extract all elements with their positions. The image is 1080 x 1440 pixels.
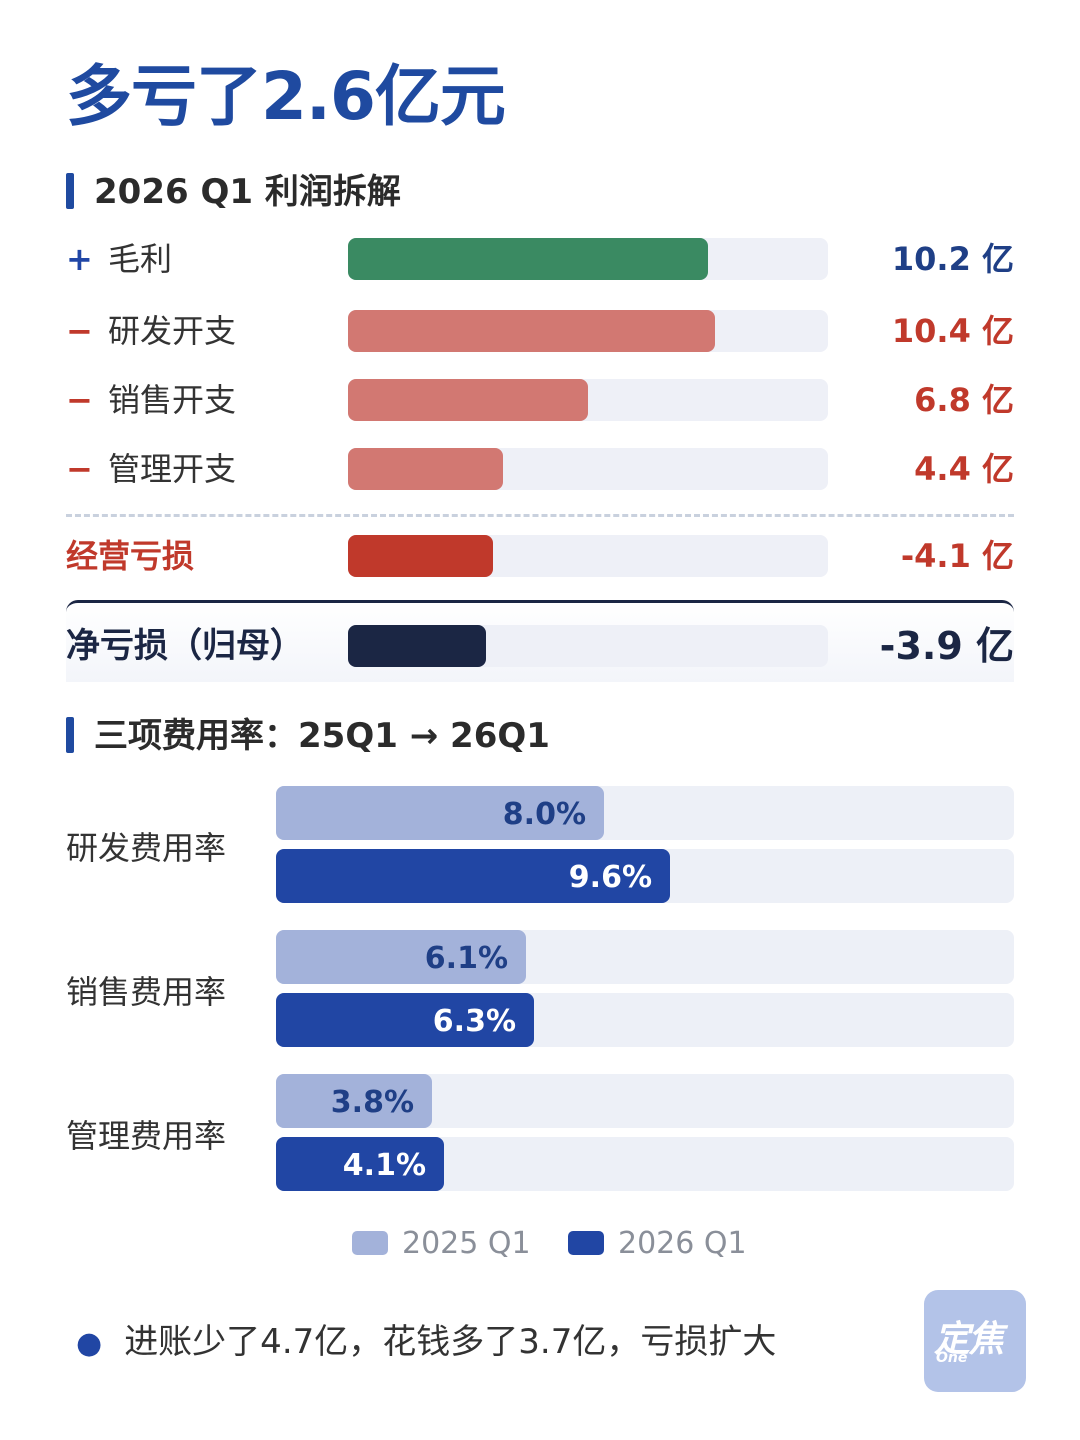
- bar-2025: 8.0%: [276, 786, 604, 840]
- bar-track: 3.8%: [276, 1074, 1014, 1128]
- data-label: 8.0%: [502, 797, 586, 832]
- profit-row-label: − 销售开支: [66, 378, 236, 422]
- brand-logo-sub: One: [936, 1350, 968, 1366]
- profit-row-track: [348, 379, 828, 421]
- bullet-icon: ●: [76, 1326, 103, 1361]
- category-label: 研发费用率: [66, 829, 227, 867]
- profit-row-track: [348, 310, 828, 352]
- profit-row-value: 4.4 亿: [914, 450, 1014, 488]
- profit-row-track: [348, 238, 828, 280]
- profit-row: + 毛利 10.2 亿: [66, 237, 1014, 281]
- footnote: ● 进账少了4.7亿，花钱多了3.7亿，亏损扩大: [76, 1318, 776, 1368]
- section-title-profit: 2026 Q1 利润拆解: [66, 170, 401, 214]
- minus-icon: −: [66, 381, 93, 419]
- chart-legend: 2025 Q1 2026 Q1: [0, 1224, 1080, 1264]
- bar-track: 9.6%: [276, 849, 1014, 903]
- profit-row-bar: [348, 448, 503, 490]
- net-loss-track: [348, 625, 828, 667]
- net-loss-value: -3.9 亿: [879, 624, 1014, 668]
- profit-row-label-text: 管理开支: [108, 450, 237, 488]
- bar-2026: 9.6%: [276, 849, 670, 903]
- data-label: 6.1%: [424, 941, 508, 976]
- bar-2026: 6.3%: [276, 993, 534, 1047]
- minus-icon: −: [66, 312, 93, 350]
- profit-row: − 管理开支 4.4 亿: [66, 447, 1014, 491]
- page-title: 多亏了2.6亿元: [66, 58, 506, 135]
- section-marker: [66, 173, 74, 209]
- minus-icon: −: [66, 450, 93, 488]
- profit-row-label-text: 毛利: [108, 240, 173, 278]
- net-loss-bar: [348, 625, 486, 667]
- section-title-profit-text: 2026 Q1 利润拆解: [94, 172, 401, 212]
- profit-row-label: − 管理开支: [66, 447, 236, 491]
- legend-swatch-2025: [352, 1231, 388, 1255]
- profit-row-label-text: 销售开支: [108, 381, 237, 419]
- data-label: 3.8%: [330, 1085, 414, 1120]
- section-marker: [66, 717, 74, 753]
- net-loss-label: 净亏损（归母）: [66, 626, 304, 666]
- net-loss-row: 净亏损（归母） -3.9 亿: [66, 624, 1014, 668]
- profit-row-bar: [348, 238, 708, 280]
- legend-swatch-2026: [568, 1231, 604, 1255]
- category-label: 销售费用率: [66, 973, 227, 1011]
- profit-row-label: − 研发开支: [66, 309, 236, 353]
- data-label: 9.6%: [568, 860, 652, 895]
- bar-track: 8.0%: [276, 786, 1014, 840]
- profit-row-bar: [348, 310, 715, 352]
- data-label: 4.1%: [342, 1148, 426, 1183]
- profit-row-track: [348, 448, 828, 490]
- legend-item-2025: 2025 Q1: [352, 1224, 531, 1264]
- bar-track: 4.1%: [276, 1137, 1014, 1191]
- section-title-expense-rates: 三项费用率：25Q1 → 26Q1: [66, 714, 550, 758]
- legend-item-2026: 2026 Q1: [568, 1224, 747, 1264]
- category-label: 管理费用率: [66, 1117, 227, 1155]
- legend-label-2026: 2026 Q1: [618, 1226, 747, 1261]
- bar-2025: 3.8%: [276, 1074, 432, 1128]
- profit-row-label: + 毛利: [66, 237, 172, 281]
- profit-row-value: 10.2 亿: [891, 240, 1014, 278]
- bar-2025: 6.1%: [276, 930, 526, 984]
- operating-loss-track: [348, 535, 828, 577]
- operating-loss-value: -4.1 亿: [900, 537, 1014, 575]
- operating-loss-label: 经营亏损: [66, 537, 195, 575]
- operating-loss-bar: [348, 535, 493, 577]
- profit-row-label-text: 研发开支: [108, 312, 237, 350]
- footnote-text: 进账少了4.7亿，花钱多了3.7亿，亏损扩大: [124, 1322, 777, 1362]
- bar-track: 6.3%: [276, 993, 1014, 1047]
- plus-icon: +: [66, 240, 93, 278]
- legend-label-2025: 2025 Q1: [402, 1226, 531, 1261]
- profit-row-value: 10.4 亿: [891, 312, 1014, 350]
- divider-dashed: [66, 514, 1014, 517]
- data-label: 6.3%: [432, 1004, 516, 1039]
- operating-loss-row: 经营亏损 -4.1 亿: [66, 534, 1014, 578]
- bar-track: 6.1%: [276, 930, 1014, 984]
- profit-row: − 销售开支 6.8 亿: [66, 378, 1014, 422]
- profit-row: − 研发开支 10.4 亿: [66, 309, 1014, 353]
- bar-2026: 4.1%: [276, 1137, 444, 1191]
- brand-logo-main: 定焦: [934, 1319, 1004, 1360]
- profit-row-bar: [348, 379, 588, 421]
- section-title-expense-rates-text: 三项费用率：25Q1 → 26Q1: [94, 716, 550, 756]
- profit-row-value: 6.8 亿: [914, 381, 1014, 419]
- brand-logo: 定焦 One: [924, 1290, 1026, 1392]
